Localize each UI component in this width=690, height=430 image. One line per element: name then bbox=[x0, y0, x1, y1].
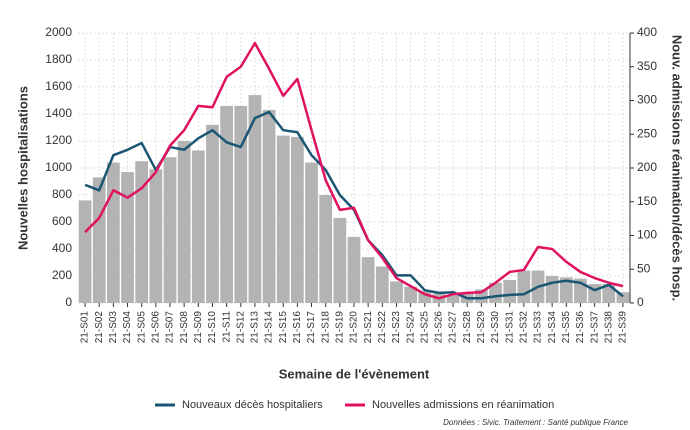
bar bbox=[135, 161, 149, 303]
x-tick-label: 21-S13 bbox=[250, 311, 261, 344]
y2-tick-label: 100 bbox=[637, 228, 657, 242]
bar bbox=[347, 236, 361, 303]
y2-tick-label: 150 bbox=[637, 194, 657, 208]
x-tick-label: 21-S21 bbox=[363, 311, 374, 344]
y2-tick-label: 400 bbox=[637, 25, 657, 39]
x-tick-label: 21-S10 bbox=[207, 311, 218, 344]
bar bbox=[361, 257, 375, 303]
x-tick-label: 21-S37 bbox=[589, 311, 600, 344]
x-tick-label: 21-S18 bbox=[320, 311, 331, 344]
bar bbox=[191, 150, 205, 303]
y-axis-title: Nouvelles hospitalisations bbox=[15, 86, 30, 250]
bar bbox=[503, 280, 517, 303]
bar bbox=[206, 124, 219, 303]
x-tick-label: 21-S33 bbox=[533, 311, 544, 344]
x-tick-label: 21-S29 bbox=[476, 311, 487, 344]
x-axis-title: Semaine de l'évènement bbox=[279, 366, 430, 381]
x-tick-label: 21-S12 bbox=[235, 311, 246, 344]
bar bbox=[517, 270, 531, 303]
y2-tick-label: 50 bbox=[637, 261, 651, 275]
bar bbox=[446, 295, 460, 303]
y-tick-label: 1200 bbox=[45, 133, 72, 147]
y2-tick-label: 250 bbox=[637, 126, 657, 140]
y-tick-label: 800 bbox=[52, 187, 72, 201]
x-tick-label: 21-S17 bbox=[306, 311, 317, 344]
bar bbox=[220, 105, 233, 304]
x-tick-label: 21-S25 bbox=[419, 311, 430, 344]
x-tick-label: 21-S16 bbox=[292, 311, 303, 344]
x-tick-label: 21-S19 bbox=[334, 311, 345, 344]
x-tick-label: 21-S36 bbox=[575, 311, 586, 344]
x-tick-label: 21-S04 bbox=[122, 311, 133, 344]
x-tick-label: 21-S20 bbox=[349, 311, 360, 344]
x-tick-label: 21-S02 bbox=[94, 311, 105, 344]
bar bbox=[78, 200, 92, 303]
bar bbox=[333, 217, 347, 303]
x-tick-label: 21-S15 bbox=[278, 311, 289, 344]
bar bbox=[163, 157, 177, 303]
y-tick-label: 0 bbox=[65, 295, 72, 309]
y-tick-label: 1800 bbox=[45, 52, 72, 66]
x-tick-label: 21-S30 bbox=[490, 311, 501, 344]
x-tick-label: 21-S35 bbox=[561, 311, 572, 344]
x-tick-label: 21-S28 bbox=[462, 311, 473, 344]
y-tick-label: 1400 bbox=[45, 106, 72, 120]
x-tick-label: 21-S03 bbox=[108, 311, 119, 344]
x-tick-label: 21-S06 bbox=[150, 311, 161, 344]
x-tick-label: 21-S38 bbox=[603, 311, 614, 344]
x-tick-label: 21-S07 bbox=[165, 311, 176, 344]
x-tick-label: 21-S11 bbox=[221, 311, 232, 343]
bar bbox=[390, 281, 403, 303]
x-tick-label: 21-S32 bbox=[518, 311, 529, 344]
bar bbox=[149, 169, 163, 303]
bar bbox=[319, 195, 333, 303]
y2-tick-label: 300 bbox=[637, 93, 657, 107]
y-tick-label: 2000 bbox=[45, 25, 72, 39]
bar bbox=[559, 277, 573, 303]
x-tick-label: 21-S05 bbox=[136, 311, 147, 344]
bar bbox=[107, 162, 120, 303]
y2-tick-label: 0 bbox=[637, 295, 644, 309]
x-tick-label: 21-S26 bbox=[434, 311, 445, 344]
bar bbox=[616, 292, 630, 303]
bar bbox=[404, 286, 417, 303]
y2-tick-label: 350 bbox=[637, 59, 657, 73]
bar bbox=[305, 162, 318, 303]
y-tick-label: 200 bbox=[52, 268, 72, 282]
y-tick-label: 600 bbox=[52, 214, 72, 228]
bar bbox=[545, 276, 559, 303]
y-tick-label: 400 bbox=[52, 241, 72, 255]
y-tick-label: 1000 bbox=[45, 160, 72, 174]
y2-axis-title: Nouv. admissions réanimation/décès hosp. bbox=[670, 35, 685, 301]
x-tick-label: 21-S34 bbox=[547, 311, 558, 344]
line-series bbox=[84, 41, 624, 300]
x-tick-label: 21-S23 bbox=[391, 311, 402, 344]
x-tick-label: 21-S09 bbox=[193, 311, 204, 344]
legend-label: Nouvelles admissions en réanimation bbox=[372, 399, 554, 411]
x-tick-label: 21-S01 bbox=[80, 311, 91, 344]
bar bbox=[234, 105, 248, 304]
bar bbox=[291, 136, 304, 303]
bar bbox=[92, 177, 106, 303]
bar bbox=[276, 135, 290, 303]
x-tick-label: 21-S22 bbox=[377, 311, 388, 344]
source-note: Données : Sivic. Traitement : Santé publ… bbox=[443, 418, 628, 427]
bar bbox=[248, 95, 262, 303]
bar bbox=[121, 172, 134, 303]
x-tick-label: 21-S27 bbox=[448, 311, 459, 344]
bar bbox=[177, 141, 191, 303]
x-tick-label: 21-S14 bbox=[264, 311, 275, 344]
bar bbox=[262, 109, 276, 303]
x-tick-label: 21-S39 bbox=[618, 311, 629, 344]
y-tick-label: 1600 bbox=[45, 79, 72, 93]
x-tick-label: 21-S08 bbox=[179, 311, 190, 344]
bar bbox=[375, 266, 389, 303]
x-tick-label: 21-S31 bbox=[504, 311, 515, 344]
y2-tick-label: 200 bbox=[637, 160, 657, 174]
legend-label: Nouveaux décès hospitaliers bbox=[182, 399, 323, 411]
x-tick-label: 21-S24 bbox=[405, 311, 416, 344]
